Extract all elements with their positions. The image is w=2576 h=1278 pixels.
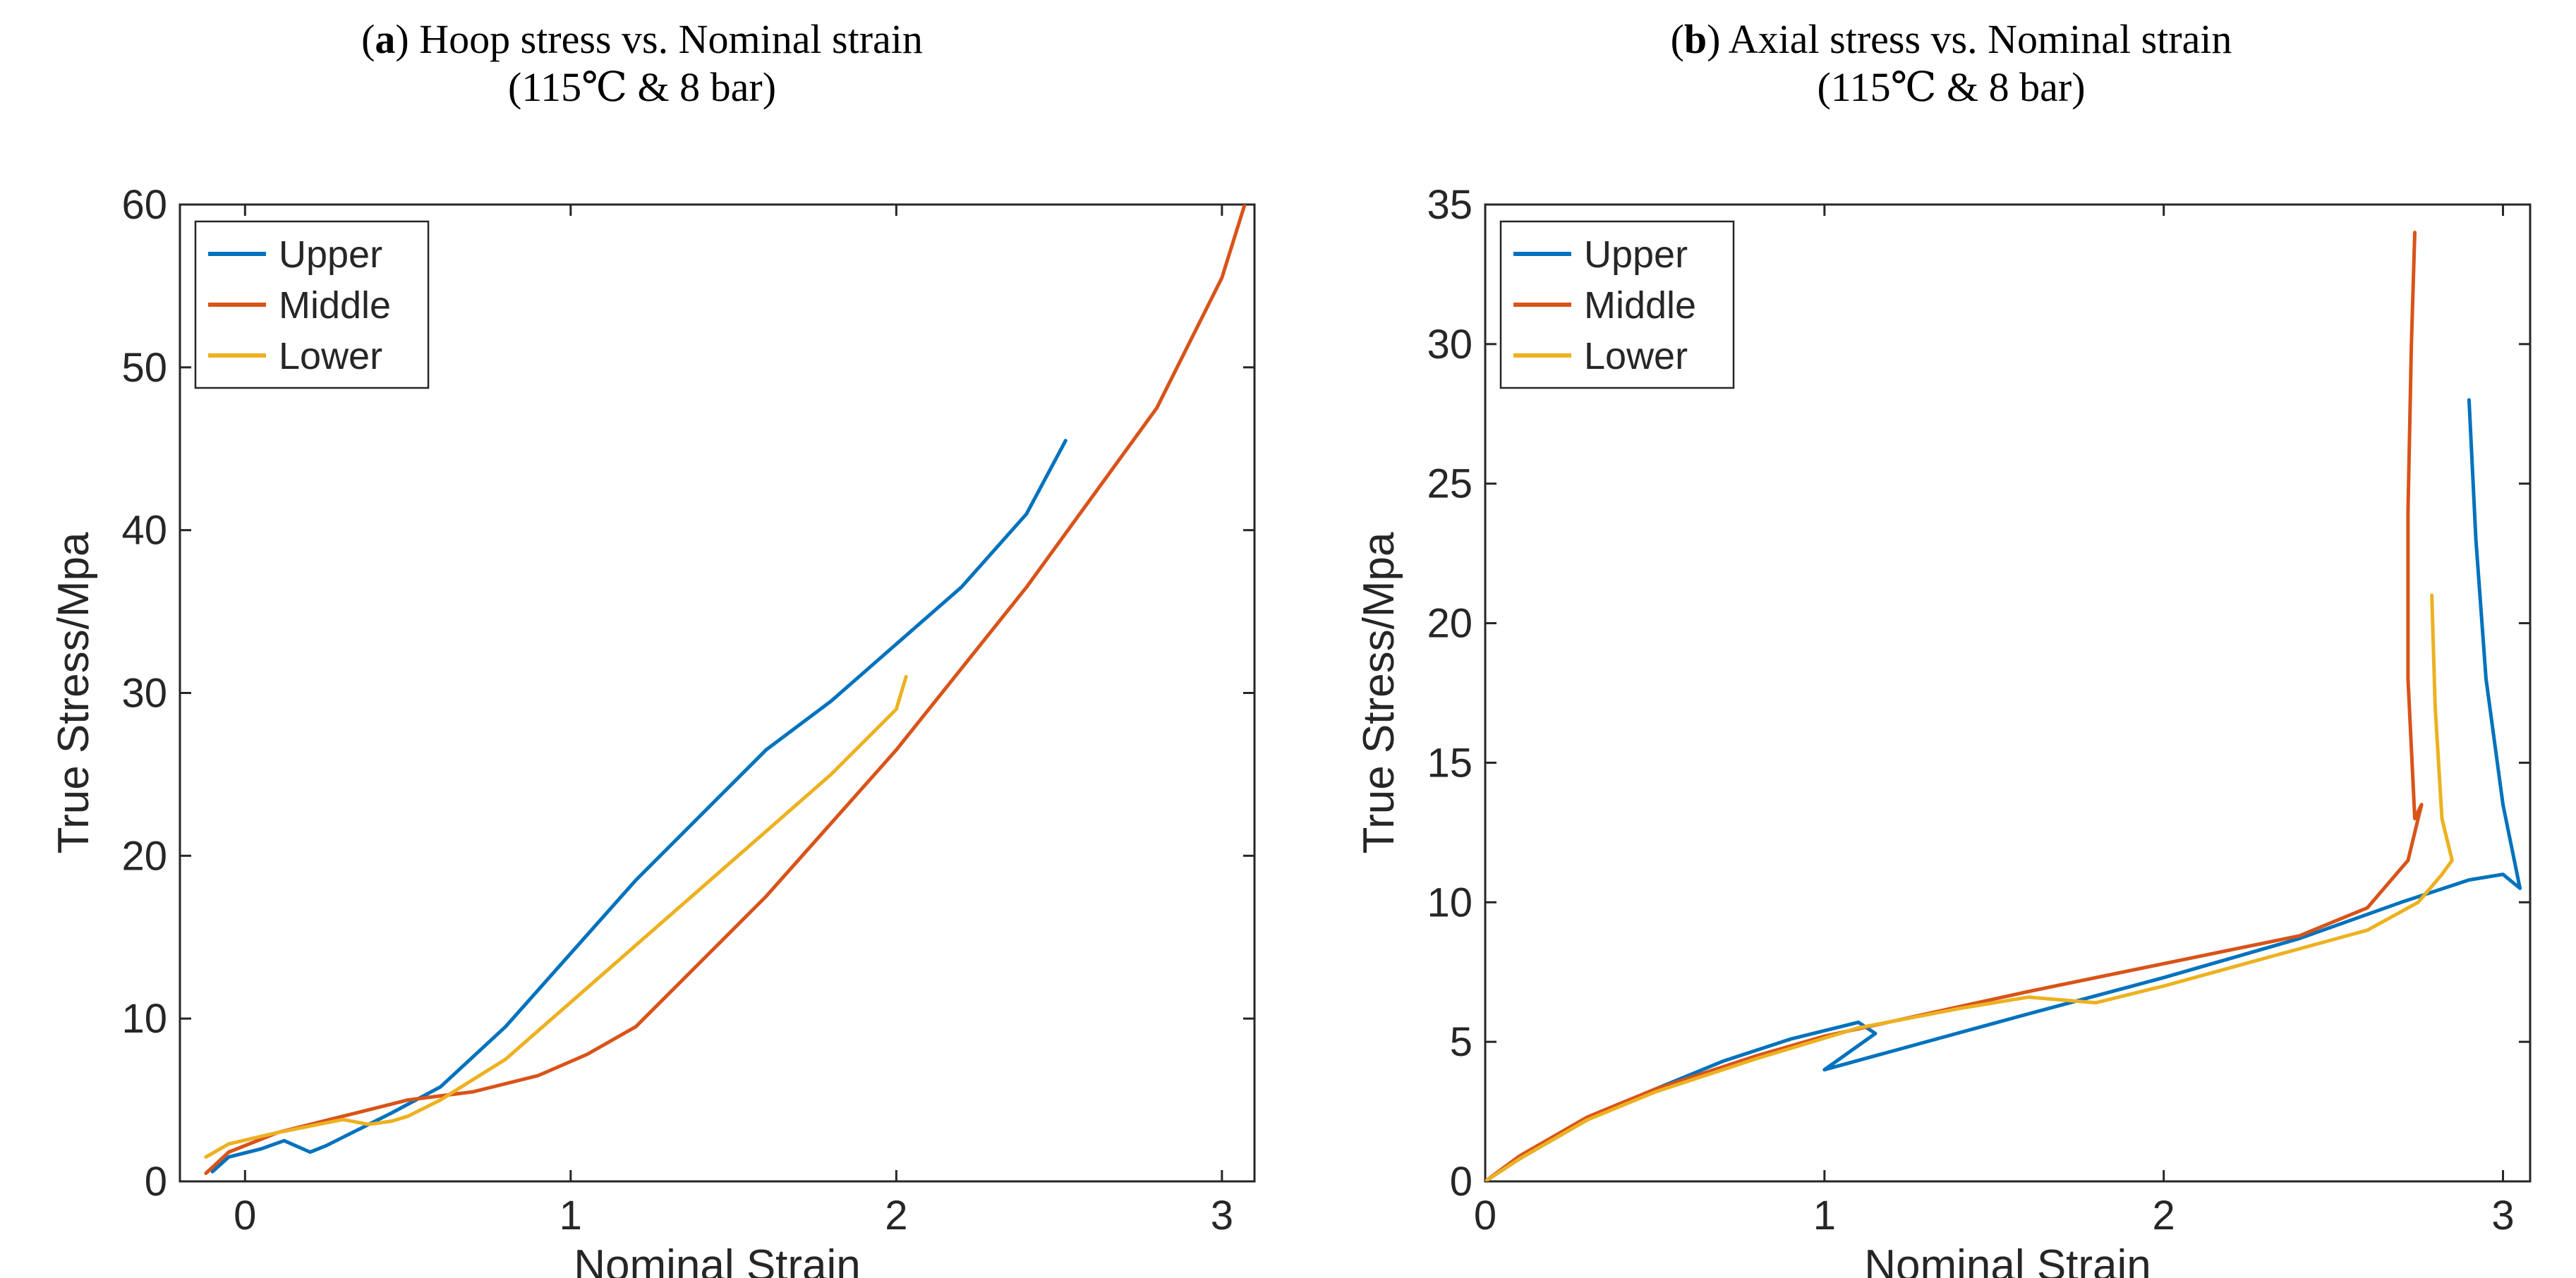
- y-tick-label: 10: [1427, 880, 1473, 925]
- y-tick-label: 10: [121, 996, 167, 1042]
- chart-subtitle-a: (115℃ & 8 bar): [507, 64, 777, 110]
- x-tick-label: 1: [560, 1193, 582, 1239]
- legend-label-middle: Middle: [279, 284, 391, 327]
- x-tick-label: 3: [1211, 1193, 1233, 1239]
- x-axis-label: Nominal Strain: [574, 1241, 861, 1278]
- y-tick-label: 20: [121, 833, 167, 879]
- chart-panel-b: (b) Axial stress vs. Nominal strain (115…: [1326, 0, 2576, 1278]
- chart-title-a: (a) Hoop stress vs. Nominal strain: [361, 16, 923, 62]
- y-tick-label: 60: [121, 182, 167, 228]
- legend-label-lower: Lower: [1584, 335, 1688, 377]
- series-line-lower: [204, 674, 908, 1159]
- legend-label-upper: Upper: [1584, 233, 1688, 276]
- x-tick-label: 1: [1813, 1193, 1836, 1239]
- chart-panel-a: (a) Hoop stress vs. Nominal strain (115℃…: [0, 0, 1284, 1278]
- y-axis-label: True Stress/Mpa: [1355, 532, 1403, 853]
- series-line-lower: [1485, 593, 2454, 1181]
- x-tick-label: 3: [2491, 1193, 2514, 1239]
- series-line-upper: [210, 439, 1068, 1174]
- legend-label-lower: Lower: [279, 335, 382, 377]
- y-tick-label: 0: [145, 1159, 167, 1205]
- x-axis-label: Nominal Strain: [1864, 1241, 2151, 1278]
- chart-title-text-a: Hoop stress vs. Nominal strain: [419, 16, 923, 62]
- x-tick-label: 0: [1474, 1193, 1496, 1239]
- legend-label-upper: Upper: [279, 233, 382, 276]
- y-tick-label: 50: [121, 345, 167, 391]
- chart-title-text-b: Axial stress vs. Nominal strain: [1728, 16, 2232, 62]
- y-tick-label: 5: [1450, 1019, 1473, 1065]
- series-line-middle: [1485, 231, 2424, 1181]
- y-tick-label: 40: [121, 508, 167, 554]
- y-tick-label: 25: [1427, 461, 1473, 507]
- chart-title-b: (b) Axial stress vs. Nominal strain: [1670, 16, 2232, 62]
- y-axis-label: True Stress/Mpa: [49, 532, 98, 853]
- chart-title-tag-b: b: [1683, 16, 1707, 62]
- chart-subtitle-b: (115℃ & 8 bar): [1817, 64, 2086, 110]
- x-tick-label: 0: [234, 1193, 256, 1239]
- series-line-middle: [204, 205, 1247, 1175]
- x-tick-label: 2: [885, 1193, 907, 1239]
- y-tick-label: 0: [1450, 1159, 1473, 1205]
- y-tick-label: 20: [1427, 601, 1473, 647]
- legend-label-middle: Middle: [1584, 284, 1696, 327]
- y-tick-label: 35: [1427, 182, 1473, 228]
- series-line-upper: [1485, 398, 2522, 1181]
- chart-title-tag-a: a: [375, 16, 396, 62]
- y-tick-label: 30: [121, 671, 167, 717]
- y-tick-label: 15: [1427, 740, 1473, 786]
- y-tick-label: 30: [1427, 322, 1473, 367]
- x-tick-label: 2: [2153, 1193, 2175, 1239]
